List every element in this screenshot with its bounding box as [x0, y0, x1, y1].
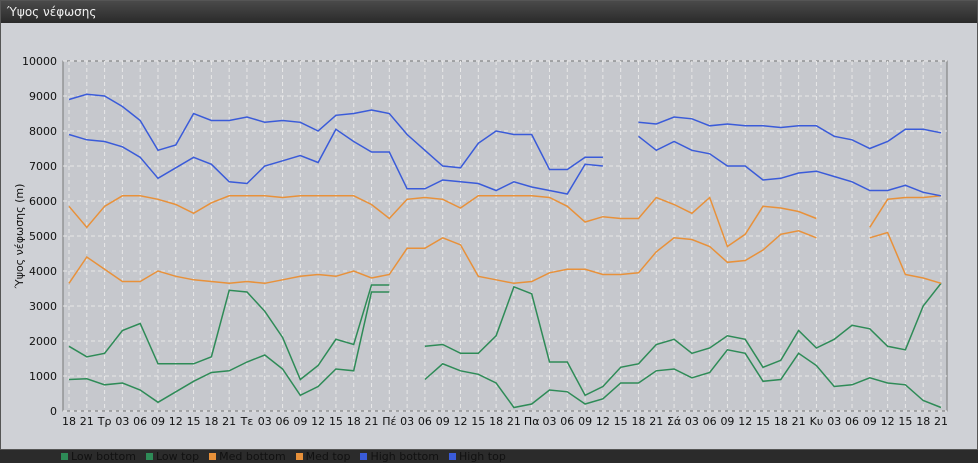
series-line-med-top: [68, 195, 817, 248]
y-tick-label: 4000: [29, 265, 57, 278]
y-tick-label: 5000: [29, 230, 57, 243]
x-tick-label: 12: [169, 415, 183, 427]
x-tick-label: 09: [151, 415, 165, 427]
x-tick-label: 12: [311, 415, 325, 427]
x-tick-label: 15: [187, 415, 201, 427]
x-tick-label: 18: [62, 415, 76, 427]
series-line-med-top: [869, 195, 942, 228]
legend-item[interactable]: Low top: [145, 449, 200, 463]
x-tick-label: 21: [507, 415, 521, 427]
cloud-height-chart: 0 1000 2000 3000 4000 5000 6000 7000 8000 9000 100…: [13, 55, 948, 428]
y-tick-label: 0: [50, 405, 57, 418]
legend-label: High bottom: [370, 449, 439, 463]
legend-swatch: [61, 452, 68, 460]
legend-item[interactable]: Med top: [295, 449, 351, 463]
legend-label: Med bottom: [219, 449, 286, 463]
legend-item[interactable]: High bottom: [360, 449, 439, 463]
x-tick-label: 21: [792, 415, 806, 427]
legend-item[interactable]: Med bottom: [209, 449, 286, 463]
x-tick-label: 03: [685, 415, 699, 427]
window-title: Ύψος νέφωσης: [1, 1, 977, 23]
x-tick-label: 03: [115, 415, 129, 427]
x-tick-label: 21: [222, 415, 236, 427]
x-tick-label: 03: [258, 415, 272, 427]
x-tick-label: 18: [916, 415, 930, 427]
x-tick-label: 12: [596, 415, 610, 427]
x-tick-label: 06: [276, 415, 290, 427]
y-tick-label: 8000: [29, 125, 57, 138]
x-tick-label: 09: [436, 415, 450, 427]
y-tick-label: 6000: [29, 195, 57, 208]
x-tick-label: 09: [863, 415, 877, 427]
x-tick-label: 18: [631, 415, 645, 427]
x-tick-label: 15: [329, 415, 343, 427]
y-axis-label: Ύψος νέφωσης (m): [13, 184, 26, 290]
series-line-high-top: [68, 93, 603, 171]
series-line-med-bottom: [68, 230, 817, 285]
x-tick-label: 06: [418, 415, 432, 427]
x-tick-label: 15: [898, 415, 912, 427]
x-tick-label: 03: [400, 415, 414, 427]
x-tick-label: 21: [934, 415, 948, 427]
x-tick-label: 06: [703, 415, 717, 427]
legend-swatch: [360, 452, 368, 460]
legend-item[interactable]: High top: [449, 449, 506, 463]
x-tick-label: 15: [614, 415, 628, 427]
legend-swatch: [449, 452, 456, 460]
x-tick-label: 09: [293, 415, 307, 427]
legend-label: Med top: [305, 449, 351, 463]
x-tick-label: 21: [80, 415, 94, 427]
x-tick-label: 12: [738, 415, 752, 427]
x-tick-label: 18: [347, 415, 361, 427]
x-tick-label: Τε: [240, 415, 254, 427]
x-tick-label: 12: [454, 415, 468, 427]
series-line-high-bottom: [68, 128, 603, 195]
legend-label: Low bottom: [71, 449, 136, 463]
x-tick-label: Πα: [524, 415, 540, 427]
x-tick-label: 15: [756, 415, 770, 427]
x-tick-label: 03: [827, 415, 841, 427]
legend-label: High top: [459, 449, 506, 463]
x-tick-label: 06: [560, 415, 574, 427]
y-tick-label: 1000: [29, 370, 57, 383]
y-tick-label: 10000: [22, 55, 57, 68]
x-tick-label: Σά: [667, 415, 681, 427]
x-tick-label: 15: [471, 415, 485, 427]
x-tick-label: Κυ: [810, 415, 824, 427]
legend-label: Low top: [155, 449, 200, 463]
x-tick-label: 18: [204, 415, 218, 427]
x-tick-label: Τρ: [97, 415, 112, 427]
series-line-low-top: [68, 284, 390, 381]
series-line-low-bottom: [68, 291, 390, 404]
y-tick-label: 7000: [29, 160, 57, 173]
legend-item[interactable]: Low bottom: [61, 449, 136, 463]
chart-legend: Low bottom Low top Med bottom Med top High b…: [61, 449, 506, 463]
series-line-low-bottom: [424, 348, 942, 409]
x-tick-label: 09: [578, 415, 592, 427]
legend-swatch: [209, 452, 217, 460]
y-tick-label: 2000: [29, 335, 57, 348]
series-line-high-bottom: [638, 135, 942, 197]
x-tick-label: 03: [542, 415, 556, 427]
y-tick-label: 3000: [29, 300, 57, 313]
x-tick-label: 12: [881, 415, 895, 427]
x-tick-label: Πέ: [382, 415, 396, 427]
x-tick-label: 06: [133, 415, 147, 427]
series-line-high-top: [638, 116, 942, 150]
x-tick-label: 21: [365, 415, 379, 427]
chart-area: 0 1000 2000 3000 4000 5000 6000 7000 8000 9000 100…: [1, 23, 977, 463]
x-tick-label: 18: [774, 415, 788, 427]
x-tick-label: 09: [720, 415, 734, 427]
x-tick-label: 18: [489, 415, 503, 427]
series-line-low-top: [424, 282, 942, 397]
y-tick-label: 9000: [29, 90, 57, 103]
legend-swatch: [295, 452, 303, 460]
series-line-med-bottom: [869, 231, 942, 285]
x-tick-label: 06: [845, 415, 859, 427]
legend-swatch: [145, 452, 153, 460]
x-tick-label: 21: [649, 415, 663, 427]
